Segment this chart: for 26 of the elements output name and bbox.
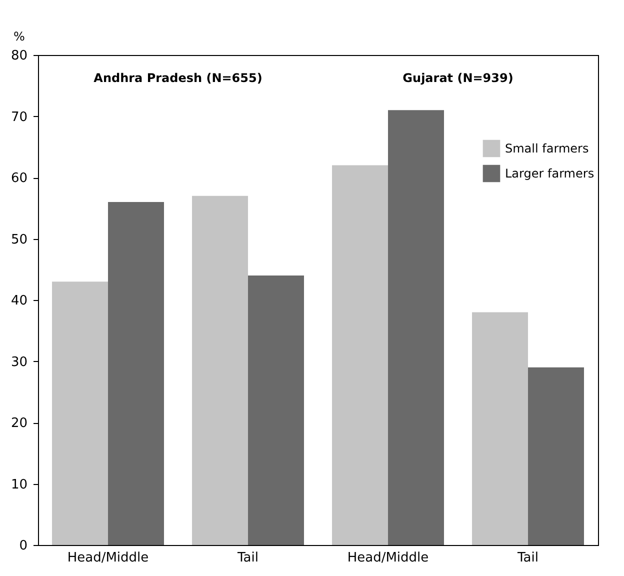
y-tick-label: 30	[10, 354, 28, 370]
y-tick-label: 20	[10, 416, 28, 431]
bar	[388, 110, 444, 545]
y-tick-label: 60	[10, 171, 28, 186]
bar	[248, 276, 304, 545]
y-tick-label: 40	[10, 294, 28, 308]
bar	[332, 165, 388, 545]
bar	[472, 312, 528, 545]
bar	[192, 196, 248, 545]
x-tick-label: Head/Middle	[347, 550, 429, 566]
bar	[108, 202, 164, 545]
y-tick-label: 0	[19, 538, 28, 554]
bar	[52, 282, 108, 545]
y-tick-label: 50	[10, 232, 28, 248]
x-tick-label: Tail	[516, 550, 538, 566]
y-tick-label: 80	[10, 48, 28, 64]
y-axis-title: %	[14, 30, 25, 44]
annotation: Andhra Pradesh (N=655)	[94, 71, 262, 85]
x-tick-label: Head/Middle	[67, 550, 149, 566]
y-tick-label: 10	[10, 477, 28, 492]
legend-label: Larger farmers	[505, 166, 594, 180]
y-tick-label: 70	[10, 110, 28, 125]
bar	[528, 367, 584, 545]
annotation: Gujarat (N=939)	[402, 71, 514, 85]
x-tick-label: Tail	[236, 550, 258, 566]
legend-label: Small farmers	[505, 142, 589, 156]
